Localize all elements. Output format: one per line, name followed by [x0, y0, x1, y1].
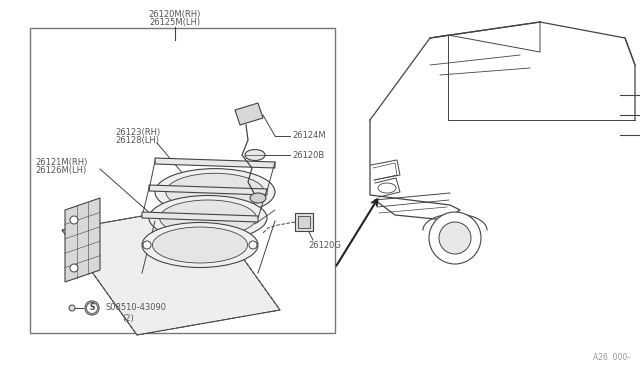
Text: (2): (2): [122, 314, 134, 323]
Circle shape: [86, 302, 97, 314]
Ellipse shape: [245, 150, 265, 160]
Bar: [298, 216, 310, 228]
Circle shape: [70, 264, 78, 272]
Circle shape: [69, 305, 75, 311]
Text: 26124M: 26124M: [292, 131, 326, 141]
Ellipse shape: [152, 227, 248, 263]
Text: A26  000-: A26 000-: [593, 353, 630, 362]
Text: 26123(RH): 26123(RH): [115, 128, 160, 137]
Circle shape: [70, 216, 78, 224]
Ellipse shape: [142, 222, 258, 267]
Polygon shape: [62, 205, 280, 335]
Polygon shape: [235, 103, 263, 125]
Text: 26126M(LH): 26126M(LH): [35, 167, 86, 176]
Polygon shape: [155, 158, 275, 168]
Text: S: S: [90, 304, 95, 312]
Text: 26125M(LH): 26125M(LH): [149, 17, 200, 26]
Ellipse shape: [155, 169, 275, 215]
Text: 26120B: 26120B: [292, 151, 324, 160]
Circle shape: [439, 222, 471, 254]
Text: 26121M(RH): 26121M(RH): [35, 157, 88, 167]
Circle shape: [143, 241, 151, 249]
Polygon shape: [142, 212, 258, 222]
Polygon shape: [65, 198, 100, 282]
Circle shape: [85, 301, 99, 315]
Text: 26120G: 26120G: [308, 241, 341, 250]
Circle shape: [429, 212, 481, 264]
Ellipse shape: [159, 200, 257, 236]
Text: S08510-43090: S08510-43090: [105, 304, 166, 312]
Circle shape: [249, 241, 257, 249]
Text: 26128(LH): 26128(LH): [115, 137, 159, 145]
Ellipse shape: [149, 196, 267, 241]
Ellipse shape: [166, 173, 264, 211]
Ellipse shape: [250, 193, 266, 203]
Text: 26120M(RH): 26120M(RH): [149, 10, 201, 19]
Polygon shape: [149, 185, 267, 195]
Bar: [295, 213, 313, 231]
Bar: [30, 28, 335, 333]
